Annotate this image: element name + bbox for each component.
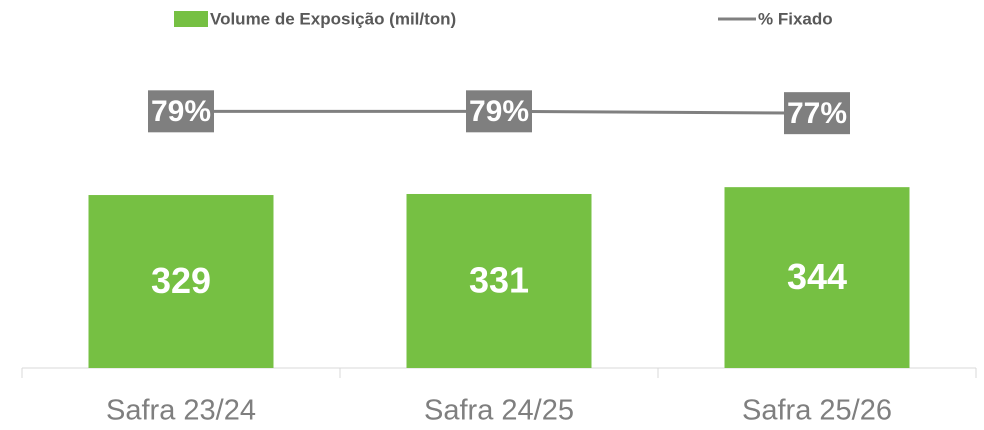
bar-value-label: 344: [787, 256, 847, 297]
bar: [88, 195, 274, 368]
x-tick-label: Safra 24/25: [424, 395, 574, 427]
legend-label: Volume de Exposição (mil/ton): [210, 9, 456, 28]
x-tick-label: Safra 23/24: [106, 395, 256, 427]
line-value-label: 79%: [469, 95, 529, 128]
line-label-box: [466, 90, 532, 133]
line-value-label: 77%: [787, 97, 847, 130]
legend-swatch: [174, 11, 208, 27]
bar-value-label: 331: [469, 260, 529, 301]
legend-label: % Fixado: [758, 9, 833, 28]
bar: [724, 187, 910, 368]
line-label-box: [148, 90, 214, 133]
bar-value-label: 329: [151, 260, 211, 301]
bar: [406, 193, 592, 368]
line-label-box: [784, 92, 850, 135]
line-value-label: 79%: [151, 95, 211, 128]
x-tick-label: Safra 25/26: [742, 395, 892, 427]
